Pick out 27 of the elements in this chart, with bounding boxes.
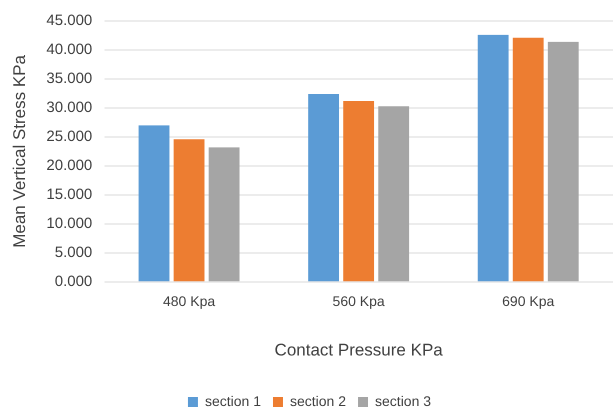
y-tick-label: 35.000	[46, 70, 92, 88]
y-tick-label: 40.000	[46, 41, 92, 58]
bar	[378, 106, 410, 282]
x-axis-title: Contact Pressure KPa	[274, 340, 444, 360]
y-tick-label: 25.000	[46, 128, 92, 146]
bar	[308, 94, 340, 282]
bar	[478, 34, 509, 282]
bar	[208, 147, 240, 282]
y-tick-label: 20.000	[46, 157, 92, 174]
y-tick-label: 0.000	[54, 272, 92, 290]
bar	[174, 139, 204, 282]
y-tick-label: 5.000	[54, 244, 92, 261]
y-tick-label: 10.000	[46, 214, 92, 232]
y-axis-title: Mean Vertical Stress KPa	[10, 54, 29, 248]
legend-label: section 2	[290, 392, 346, 409]
legend-label: section 3	[375, 392, 432, 409]
bar	[138, 125, 170, 282]
y-tick-label: 30.000	[46, 99, 92, 116]
bar	[512, 38, 544, 282]
y-tick-label: 45.000	[46, 12, 92, 30]
bar	[343, 100, 374, 282]
x-tick-label: 560 Kpa	[332, 293, 385, 310]
x-tick-label: 690 Kpa	[502, 293, 554, 310]
x-tick-label: 480 Kpa	[162, 293, 216, 310]
legend-label: section 1	[204, 392, 262, 409]
y-tick-label: 15.000	[46, 186, 92, 204]
bar	[548, 42, 579, 282]
